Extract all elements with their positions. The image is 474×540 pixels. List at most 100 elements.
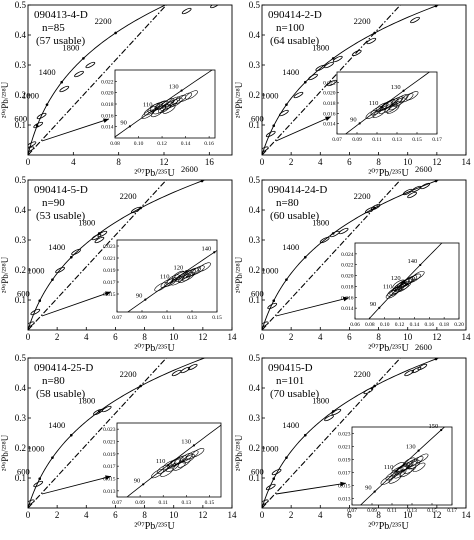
y-tick-label: 0.4 <box>15 30 27 40</box>
inset-x-tick-label: 0.17 <box>447 508 457 514</box>
y-tick-label: 0.1 <box>249 295 260 305</box>
concordia-panel-6: 0 2 4 6 8 10 12 14 0.1 0.2 0.3 0.4 0.5 600 1000 1400 180… <box>234 342 471 532</box>
inset-area <box>126 424 221 497</box>
y-axis-label: ²⁰⁶Pb/²³⁸U <box>234 256 244 293</box>
inset-x-tick-label: 0.07 <box>332 137 342 143</box>
age-marker <box>331 57 335 60</box>
age-marker <box>434 358 438 361</box>
inset-frame <box>116 422 222 498</box>
inset-frame <box>116 239 218 313</box>
inset-arrow <box>275 482 347 495</box>
inset-plot: 90 110 130 0.07 0.09 0.11 0.13 0.15 0.013 0.015 0.… <box>103 422 222 506</box>
age-marker <box>303 80 307 84</box>
inset-ellipse <box>171 270 185 281</box>
inset-arrow-head <box>325 116 331 122</box>
age-marker <box>272 124 276 128</box>
x-tick-label: 10 <box>169 332 179 342</box>
analysis-ellipse <box>332 55 343 63</box>
y-tick-label: 0.1 <box>15 295 26 305</box>
inset-ellipse <box>365 109 379 119</box>
y-tick-label: 0.4 <box>15 383 27 393</box>
age-marker <box>45 103 49 106</box>
analysis-ellipse <box>28 141 37 148</box>
x-tick-label: 6 <box>347 332 352 342</box>
inset-y-tick-label: 0.020 <box>101 91 114 97</box>
inset-ellipse <box>388 474 402 484</box>
inset-ellipse <box>379 101 393 111</box>
n-label: n=80 <box>276 197 299 209</box>
age-label: 1800 <box>312 42 329 52</box>
analysis-ellipse <box>130 206 141 214</box>
inset-y-tick-label: 0.015 <box>103 292 116 298</box>
analysis-ellipse <box>262 146 269 153</box>
x-tick-label: 10 <box>169 510 179 520</box>
y-tick-label: 0.4 <box>249 205 261 215</box>
inset-ellipse <box>415 453 429 463</box>
reference-line <box>262 5 402 155</box>
x-tick-label: 12 <box>432 332 441 342</box>
inset-age-label: 110 <box>383 284 393 291</box>
analysis-ellipse <box>293 91 304 99</box>
usable-label: (57 usable) <box>36 35 86 47</box>
inset-x-tick-label: 0.13 <box>407 508 417 514</box>
y-tick-label: 0.2 <box>15 443 26 453</box>
inset-age-marker <box>128 125 132 128</box>
inset-ellipse <box>405 458 419 469</box>
inset-plot: 90 110 130 150 0.07 0.09 0.11 0.13 0.15 0.17 0.013… <box>338 423 457 514</box>
inset-x-tick-label: 0.15 <box>427 508 437 514</box>
concordia-curve <box>262 5 440 155</box>
concordia-panel-4: 0 2 4 6 8 10 12 14 0.1 0.2 0.3 0.4 0.5 600 1000 1400 180… <box>234 164 472 354</box>
age-marker <box>272 299 276 303</box>
inset-x-tick-label: 0.07 <box>347 508 357 514</box>
inset-y-tick-label: 0.014 <box>341 306 354 312</box>
inset-age-label: 90 <box>134 477 141 484</box>
inset-ellipse <box>380 475 394 485</box>
y-axis-label: ²⁰⁶Pb/²³⁸U <box>0 256 10 293</box>
inset-area <box>368 243 443 319</box>
analysis-ellipse <box>420 182 431 190</box>
analysis-ellipse <box>262 499 269 506</box>
age-label: 1400 <box>39 67 56 77</box>
x-tick-label: 6 <box>347 157 352 167</box>
inset-plot: 90 110 130 0.08 0.10 0.12 0.14 0.16 0.014 0.016 0.… <box>101 69 216 147</box>
sample-label: 090414-2-D <box>268 9 322 21</box>
inset-x-tick-label: 0.13 <box>392 137 402 143</box>
inset-x-tick-label: 0.20 <box>454 322 464 328</box>
y-tick-label: 0.4 <box>249 30 261 40</box>
inset-age-label: 110 <box>156 458 166 465</box>
age-label: 1800 <box>78 217 95 227</box>
x-tick-label: 14 <box>462 332 472 342</box>
inset-x-tick-label: 0.09 <box>352 137 362 143</box>
analysis-ellipse <box>33 121 44 129</box>
inset-age-label: 90 <box>136 293 143 300</box>
n-label: n=100 <box>276 22 305 34</box>
age-marker <box>82 57 85 60</box>
inset-area <box>345 72 431 134</box>
age-label: 1400 <box>282 420 299 430</box>
usable-label: (53 usable) <box>36 210 86 222</box>
x-tick-label: 0 <box>26 157 31 167</box>
concordia-panel-1: 0 4 8 12 16 0.1 0.2 0.3 0.4 0.5 600 1000 1400 1800 220… <box>0 0 233 179</box>
x-tick-label: 8 <box>116 157 121 167</box>
x-tick-label: 10 <box>403 510 413 520</box>
analysis-ellipse <box>319 236 330 244</box>
analysis-ellipse <box>364 206 375 214</box>
analysis-ellipse <box>351 49 362 57</box>
age-label: 1000 <box>22 91 39 101</box>
analysis-ellipse <box>278 109 289 117</box>
inset-ellipse <box>188 267 201 277</box>
x-tick-label: 10 <box>403 157 413 167</box>
age-label: 2600 <box>181 164 198 174</box>
age-label: 2200 <box>120 191 137 201</box>
inset-age-marker <box>380 105 383 109</box>
inset-ellipse <box>158 103 171 114</box>
inset-age-marker <box>402 281 405 284</box>
y-tick-label: 0.3 <box>15 413 27 423</box>
age-label: 1000 <box>261 91 278 101</box>
sample-label: 090413-4-D <box>34 9 88 21</box>
inset-age-marker <box>154 107 157 110</box>
inset-y-tick-label: 0.020 <box>323 91 336 97</box>
inset-frame <box>114 69 216 139</box>
inset-y-tick-label: 0.021 <box>103 256 116 262</box>
x-tick-label: 14 <box>228 332 238 342</box>
